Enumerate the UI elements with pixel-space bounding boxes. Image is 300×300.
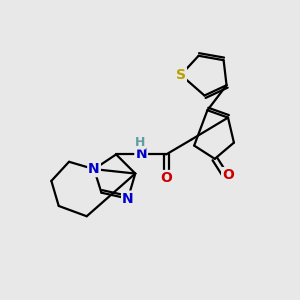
- Text: N: N: [88, 162, 100, 176]
- Text: H: H: [134, 136, 145, 148]
- Text: O: O: [222, 168, 234, 182]
- Text: N: N: [135, 147, 147, 161]
- Text: O: O: [160, 171, 172, 185]
- Text: N: N: [122, 192, 134, 206]
- Text: S: S: [176, 68, 186, 82]
